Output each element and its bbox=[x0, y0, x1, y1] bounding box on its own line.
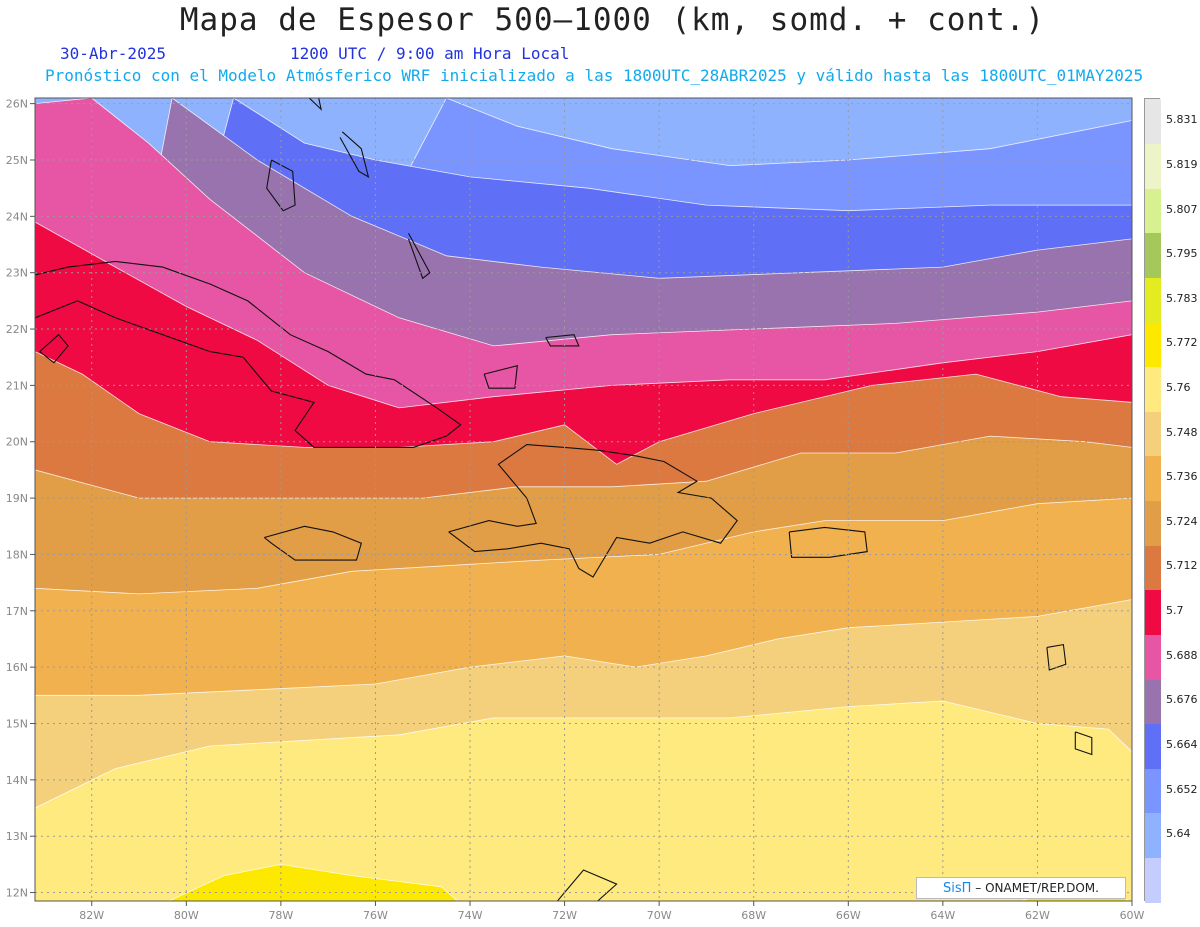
colorbar-label: 5.831 bbox=[1166, 113, 1198, 127]
colorbar-swatch bbox=[1145, 232, 1161, 279]
lat-tick-label: 19N bbox=[6, 492, 28, 505]
lat-tick-label: 15N bbox=[6, 717, 28, 730]
sisp-logo: SisΠ bbox=[943, 881, 972, 896]
lat-tick-label: 17N bbox=[6, 605, 28, 618]
map-frame bbox=[34, 97, 1133, 902]
colorbar-swatch bbox=[1145, 143, 1161, 189]
model-info-line: Pronóstico con el Modelo Atmósferico WRF… bbox=[45, 66, 1144, 85]
colorbar-swatch bbox=[1145, 634, 1161, 680]
lon-tick-label: 76W bbox=[363, 909, 388, 922]
lat-tick-label: 16N bbox=[6, 661, 28, 674]
thickness-map: 82W 80W 78W 76W 74W 72W 70W 68W 66W 64W 62W 60W 12N 1… bbox=[6, 97, 1144, 922]
colorbar-label: 5.676 bbox=[1166, 693, 1198, 707]
colorbar-label: 5.652 bbox=[1166, 782, 1198, 796]
colorbar-label: 5.783 bbox=[1166, 291, 1198, 305]
forecast-time: 1200 UTC / 9:00 am Hora Local bbox=[290, 44, 570, 63]
lat-tick-label: 23N bbox=[6, 267, 28, 280]
colorbar-swatch bbox=[1145, 589, 1161, 635]
colorbar-label: 5.772 bbox=[1166, 336, 1198, 350]
thickness-band-5.772 bbox=[167, 863, 1129, 901]
coastline-jamaica bbox=[263, 525, 362, 561]
colorbar-swatch bbox=[1145, 188, 1161, 234]
lon-tick-label: 62W bbox=[1025, 909, 1050, 922]
coastline-puerto-rico bbox=[788, 526, 868, 558]
coastline-guadalupe bbox=[1046, 643, 1067, 671]
lon-tick-label: 68W bbox=[741, 909, 766, 922]
lat-tick-label: 18N bbox=[6, 548, 28, 561]
thickness-band-5.76 bbox=[35, 700, 1132, 901]
lon-tick-label: 64W bbox=[930, 909, 955, 922]
lat-tick-label: 25N bbox=[6, 154, 28, 167]
lon-tick-label: 74W bbox=[458, 909, 483, 922]
coastline-islas-turcas-y-caicos bbox=[545, 334, 580, 347]
lat-tick-label: 12N bbox=[6, 887, 28, 900]
colorbar-label: 5.712 bbox=[1166, 559, 1198, 573]
colorbar-label: 5.724 bbox=[1166, 514, 1198, 528]
credit-text: – ONAMET/REP.DOM. bbox=[971, 881, 1099, 895]
coastline-hispaniola bbox=[448, 444, 738, 578]
colorbar-label: 5.795 bbox=[1166, 247, 1198, 261]
colorbar-label: 5.664 bbox=[1166, 737, 1198, 751]
coastline-eleuthera bbox=[339, 131, 370, 179]
colorbar-swatch bbox=[1145, 678, 1161, 725]
coastline-gran-abaco bbox=[308, 98, 323, 111]
colorbar-label: 5.7 bbox=[1166, 604, 1184, 617]
forecast-date: 30-Abr-2025 bbox=[60, 44, 166, 63]
colorbar-swatch bbox=[1145, 277, 1161, 323]
colorbar-swatch bbox=[1145, 99, 1161, 145]
credit-box: SisΠ – ONAMET/REP.DOM. bbox=[916, 877, 1126, 899]
colorbar-swatch bbox=[1145, 812, 1161, 858]
lon-tick-label: 78W bbox=[268, 909, 293, 922]
colorbar-swatch bbox=[1145, 723, 1161, 769]
colorbar-label: 5.736 bbox=[1166, 470, 1198, 484]
lon-tick-label: 72W bbox=[552, 909, 577, 922]
coastline-long-island bbox=[407, 232, 431, 280]
lat-tick-label: 14N bbox=[6, 774, 28, 787]
colorbar-swatch bbox=[1145, 500, 1161, 546]
colorbar-label: 5.688 bbox=[1166, 648, 1198, 662]
colorbar-label: 5.748 bbox=[1166, 425, 1198, 439]
lat-tick-label: 21N bbox=[6, 379, 28, 392]
lat-tick-label: 22N bbox=[6, 323, 28, 336]
coastline-isla-de-la-juventud bbox=[39, 333, 69, 364]
colorbar-swatch bbox=[1145, 455, 1161, 502]
coastline-great-inagua bbox=[483, 364, 518, 389]
lon-tick-label: 70W bbox=[647, 909, 672, 922]
lon-tick-label: 80W bbox=[174, 909, 199, 922]
colorbar-scale bbox=[1144, 98, 1161, 903]
colorbar-swatch bbox=[1145, 366, 1161, 412]
lat-tick-label: 26N bbox=[6, 98, 28, 111]
colorbar-label: 5.819 bbox=[1166, 157, 1198, 171]
colorbar-label: 5.64 bbox=[1166, 827, 1191, 841]
lon-tick-label: 60W bbox=[1120, 909, 1144, 922]
coastlines bbox=[35, 98, 1093, 901]
colorbar-swatch bbox=[1145, 857, 1161, 903]
colorbar-swatch bbox=[1145, 545, 1161, 591]
lat-tick-label: 13N bbox=[6, 830, 28, 843]
coastline-andros bbox=[266, 159, 296, 212]
lat-lon-grid bbox=[35, 98, 1132, 901]
lat-tick-label: 20N bbox=[6, 436, 28, 449]
colorbar-label: 5.807 bbox=[1166, 202, 1198, 216]
colorbar: 5.64 5.652 5.664 5.676 5.688 5.7 5.712 5.724 5.7… bbox=[1144, 98, 1200, 903]
coastline-costa-de-venezuela bbox=[556, 869, 618, 901]
colorbar-swatch bbox=[1145, 322, 1161, 368]
colorbar-label: 5.76 bbox=[1166, 381, 1191, 394]
coastline-cuba bbox=[35, 260, 462, 448]
thickness-bands bbox=[35, 98, 1132, 901]
coastline-martinica bbox=[1074, 731, 1093, 756]
colorbar-swatch bbox=[1145, 768, 1161, 814]
lon-tick-label: 66W bbox=[836, 909, 861, 922]
map-title: Mapa de Espesor 500–1000 (km, somd. + co… bbox=[179, 2, 1046, 38]
lon-tick-label: 82W bbox=[79, 909, 104, 922]
axis-ticks: 82W 80W 78W 76W 74W 72W 70W 68W 66W 64W 62W 60W 12N 1… bbox=[6, 98, 1144, 922]
lat-tick-label: 24N bbox=[6, 210, 28, 223]
colorbar-swatch bbox=[1145, 411, 1161, 457]
